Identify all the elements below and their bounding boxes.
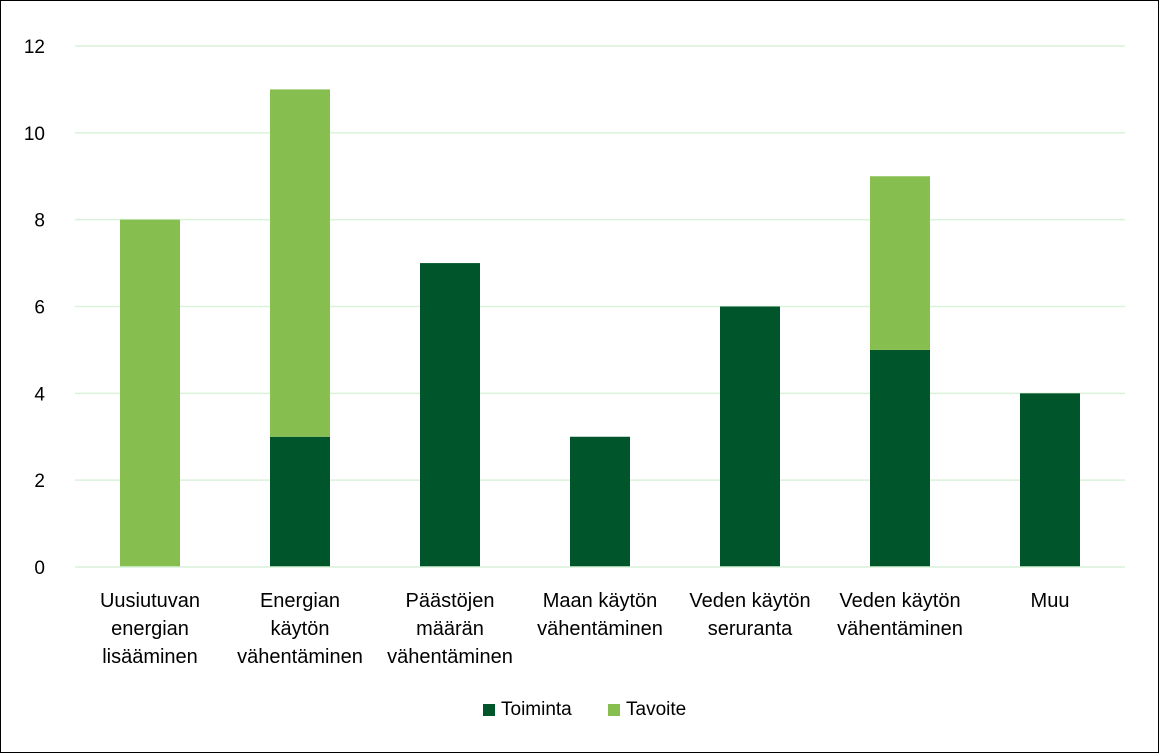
y-tick-label: 12 bbox=[24, 37, 45, 58]
x-category-label-line: energian bbox=[111, 618, 189, 640]
x-category-label-line: Maan käytön bbox=[543, 590, 658, 612]
bar-toiminta-6 bbox=[1020, 393, 1080, 567]
y-tick-label: 4 bbox=[34, 384, 45, 405]
x-category-label: Uusiutuvan energian lisääminen bbox=[100, 590, 200, 668]
legend: Toiminta Tavoite bbox=[483, 699, 686, 720]
legend-label-tavoite: Tavoite bbox=[626, 699, 686, 720]
x-category-label-line: Veden käytön bbox=[689, 590, 810, 612]
legend-label-toiminta: Toiminta bbox=[501, 699, 572, 720]
x-category-label: Päästöjen määrän vähentäminen bbox=[387, 590, 513, 668]
bar-toiminta-5 bbox=[870, 349, 930, 567]
bars bbox=[120, 89, 1080, 567]
y-tick-label: 0 bbox=[34, 558, 45, 579]
x-category-label-line: Päästöjen bbox=[406, 590, 495, 612]
x-category-label: Energian käytön vähentäminen bbox=[237, 590, 363, 668]
x-category-label-line: Uusiutuvan bbox=[100, 590, 200, 612]
bar-toiminta-1 bbox=[270, 436, 330, 567]
y-tick-label: 10 bbox=[24, 124, 45, 145]
legend-swatch-tavoite bbox=[608, 704, 620, 716]
x-category-label-line: Muu bbox=[1031, 590, 1070, 612]
x-category-label-line: määrän bbox=[416, 618, 484, 640]
bar-toiminta-3 bbox=[570, 436, 630, 567]
gridlines bbox=[75, 45, 1125, 481]
y-tick-label: 8 bbox=[34, 211, 45, 232]
x-category-label-line: vähentäminen bbox=[387, 646, 513, 668]
x-category-label-line: vähentäminen bbox=[537, 618, 663, 640]
x-category-label: Muu bbox=[1031, 590, 1070, 612]
y-tick-label: 6 bbox=[34, 298, 45, 319]
bar-tavoite-1 bbox=[270, 89, 330, 437]
x-category-label-line: vähentäminen bbox=[237, 646, 363, 668]
y-axis-ticks: 0 2 4 6 8 10 12 bbox=[24, 37, 46, 579]
bar-toiminta-4 bbox=[720, 306, 780, 567]
x-category-label: Veden käytön vähentäminen bbox=[837, 590, 963, 640]
x-category-label-line: Energian bbox=[260, 590, 340, 612]
x-category-label-line: käytön bbox=[271, 618, 330, 640]
x-category-label: Veden käytön seruranta bbox=[689, 590, 810, 640]
bar-toiminta-2 bbox=[420, 263, 480, 567]
bar-tavoite-0 bbox=[120, 219, 180, 567]
x-category-label-line: Veden käytön bbox=[839, 590, 960, 612]
x-category-label-line: lisääminen bbox=[102, 646, 198, 668]
x-category-label-line: vähentäminen bbox=[837, 618, 963, 640]
legend-swatch-toiminta bbox=[483, 704, 495, 716]
bar-tavoite-5 bbox=[870, 176, 930, 350]
x-category-label: Maan käytön vähentäminen bbox=[537, 590, 663, 640]
x-category-label-line: seruranta bbox=[708, 618, 793, 640]
x-axis-categories: Uusiutuvan energian lisääminen Energian käyt… bbox=[100, 590, 1069, 668]
y-tick-label: 2 bbox=[34, 471, 45, 492]
